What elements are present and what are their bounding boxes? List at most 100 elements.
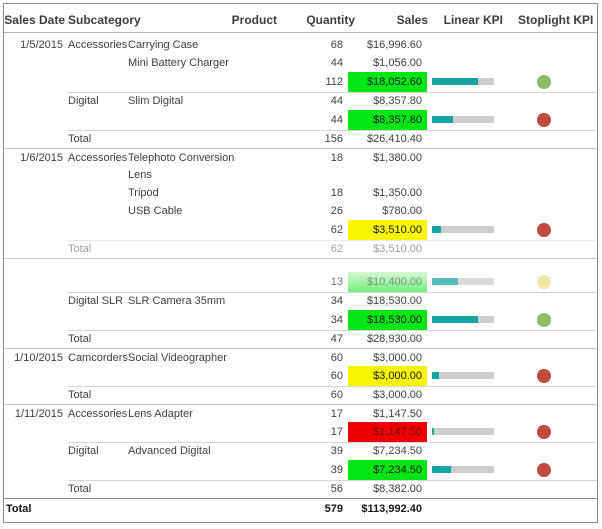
linear-kpi-cell: [427, 240, 498, 258]
linear-kpi-cell: [427, 330, 498, 348]
stoplight-kpi-dot: [537, 313, 551, 327]
cell-sales-date: [4, 460, 63, 480]
linear-kpi-track: [432, 78, 494, 85]
cell-subcategory: Total: [68, 389, 92, 401]
cell-sales-date: [4, 92, 63, 110]
cell-product: [128, 272, 250, 292]
cell-sales-date: [4, 292, 63, 310]
column-header-subcategory: Subcategory: [68, 13, 141, 27]
linear-kpi-cell: [427, 480, 498, 498]
column-header-product: Product: [231, 13, 277, 27]
stoplight-kpi-cell: [498, 422, 597, 442]
cell-subcategory: Accessories: [68, 39, 128, 51]
table-row: USB Cable 26 $780.00: [4, 202, 597, 220]
linear-kpi-cell: [427, 110, 498, 130]
cell-subcategory: Total: [68, 243, 92, 255]
table-row: Total 62 $3,510.00: [4, 240, 597, 258]
table-body: 1/5/2015 Accessories Carrying Case 68 $1…: [4, 33, 597, 520]
linear-kpi-cell: [427, 36, 498, 54]
column-header-stoplight-kpi: Stoplight KPI: [518, 13, 594, 27]
stoplight-kpi-cell: [498, 460, 597, 480]
stoplight-kpi-cell: [498, 110, 597, 130]
cell-quantity: 156: [324, 133, 343, 145]
cell-sales-date: [4, 480, 63, 498]
cell-subcategory: [68, 72, 128, 92]
table-row: 17 $1,147.50: [4, 422, 597, 442]
table-row: 13 $10,400.00: [4, 272, 597, 292]
linear-kpi-fill: [432, 78, 478, 85]
table-header-row: Sales Date Subcategory Product Quantity …: [4, 4, 597, 33]
cell-subcategory: [68, 110, 128, 130]
cell-sales-date: [4, 54, 63, 72]
table-row: Total 60 $3,000.00: [4, 386, 597, 404]
row-divider: [68, 442, 597, 443]
cell-product: [128, 220, 250, 240]
stoplight-kpi-cell: [498, 202, 597, 220]
cell-sales: $1,056.00: [373, 57, 422, 69]
stoplight-kpi-cell: [498, 366, 597, 386]
cell-product: [128, 310, 250, 330]
cell-sales: $1,350.00: [373, 187, 422, 199]
cell-sales: $16,996.60: [366, 39, 422, 51]
cell-sales-date: [4, 442, 63, 460]
linear-kpi-cell: [427, 292, 498, 310]
cell-quantity: 56: [330, 483, 343, 495]
stoplight-kpi-cell: [498, 292, 597, 310]
table-row: 62 $3,510.00: [4, 220, 597, 240]
cell-quantity: 60: [330, 370, 343, 382]
cell-sales-date: [4, 422, 63, 442]
linear-kpi-cell: [427, 405, 498, 423]
linear-kpi-cell: [427, 72, 498, 92]
stoplight-kpi-cell: [498, 220, 597, 240]
column-header-quantity: Quantity: [306, 13, 355, 27]
cell-product: [128, 72, 250, 92]
stoplight-kpi-cell: [498, 149, 597, 184]
cell-product: Advanced Digital: [128, 445, 211, 457]
cell-product: [128, 366, 250, 386]
stoplight-kpi-cell: [498, 405, 597, 423]
cell-product: Telephoto Conversion Lens: [128, 152, 235, 181]
row-divider: [68, 240, 597, 241]
row-divider: [68, 480, 597, 481]
cell-sales: $7,234.50: [373, 445, 422, 457]
linear-kpi-cell: [427, 386, 498, 404]
linear-kpi-fill: [432, 116, 454, 123]
row-divider: [68, 92, 597, 93]
cell-sales-date: 1/10/2015: [14, 352, 63, 364]
linear-kpi-fill: [432, 278, 459, 285]
table-row: 44 $8,357.80: [4, 110, 597, 130]
linear-kpi-track: [432, 316, 494, 323]
cell-product: [128, 499, 250, 520]
cell-subcategory: Digital SLR: [68, 295, 124, 307]
linear-kpi-cell: [427, 442, 498, 460]
cell-subcategory: Digital: [68, 95, 99, 107]
stoplight-kpi-cell: [498, 310, 597, 330]
cell-subcategory: [68, 366, 128, 386]
cell-quantity: 579: [324, 503, 343, 515]
cell-quantity: 39: [330, 464, 343, 476]
cell-sales: $780.00: [382, 205, 422, 217]
cell-product: [128, 460, 250, 480]
cell-sales-date: [4, 130, 63, 148]
stoplight-kpi-dot: [537, 425, 551, 439]
cell-product: SLR Camera 35mm: [128, 295, 226, 307]
cell-product: Mini Battery Charger: [128, 57, 229, 69]
cell-sales-date: [4, 184, 63, 202]
linear-kpi-cell: [427, 460, 498, 480]
linear-kpi-fill: [432, 316, 478, 323]
table-row: 1/5/2015 Accessories Carrying Case 68 $1…: [4, 36, 597, 54]
cell-quantity: 60: [330, 389, 343, 401]
cell-product: USB Cable: [128, 205, 183, 217]
cell-quantity: 47: [330, 333, 343, 345]
table-row: 34 $18,530.00: [4, 310, 597, 330]
cell-subcategory: [68, 184, 128, 202]
cell-sales-date: [4, 110, 63, 130]
linear-kpi-cell: [427, 349, 498, 367]
linear-kpi-cell: [427, 499, 498, 520]
cell-sales: $3,510.00: [348, 220, 427, 240]
cell-subcategory: [68, 220, 128, 240]
cell-sales: $3,000.00: [348, 366, 427, 386]
cell-quantity: 18: [330, 152, 343, 164]
cell-sales-date: [4, 386, 63, 404]
cell-subcategory: [68, 272, 128, 292]
